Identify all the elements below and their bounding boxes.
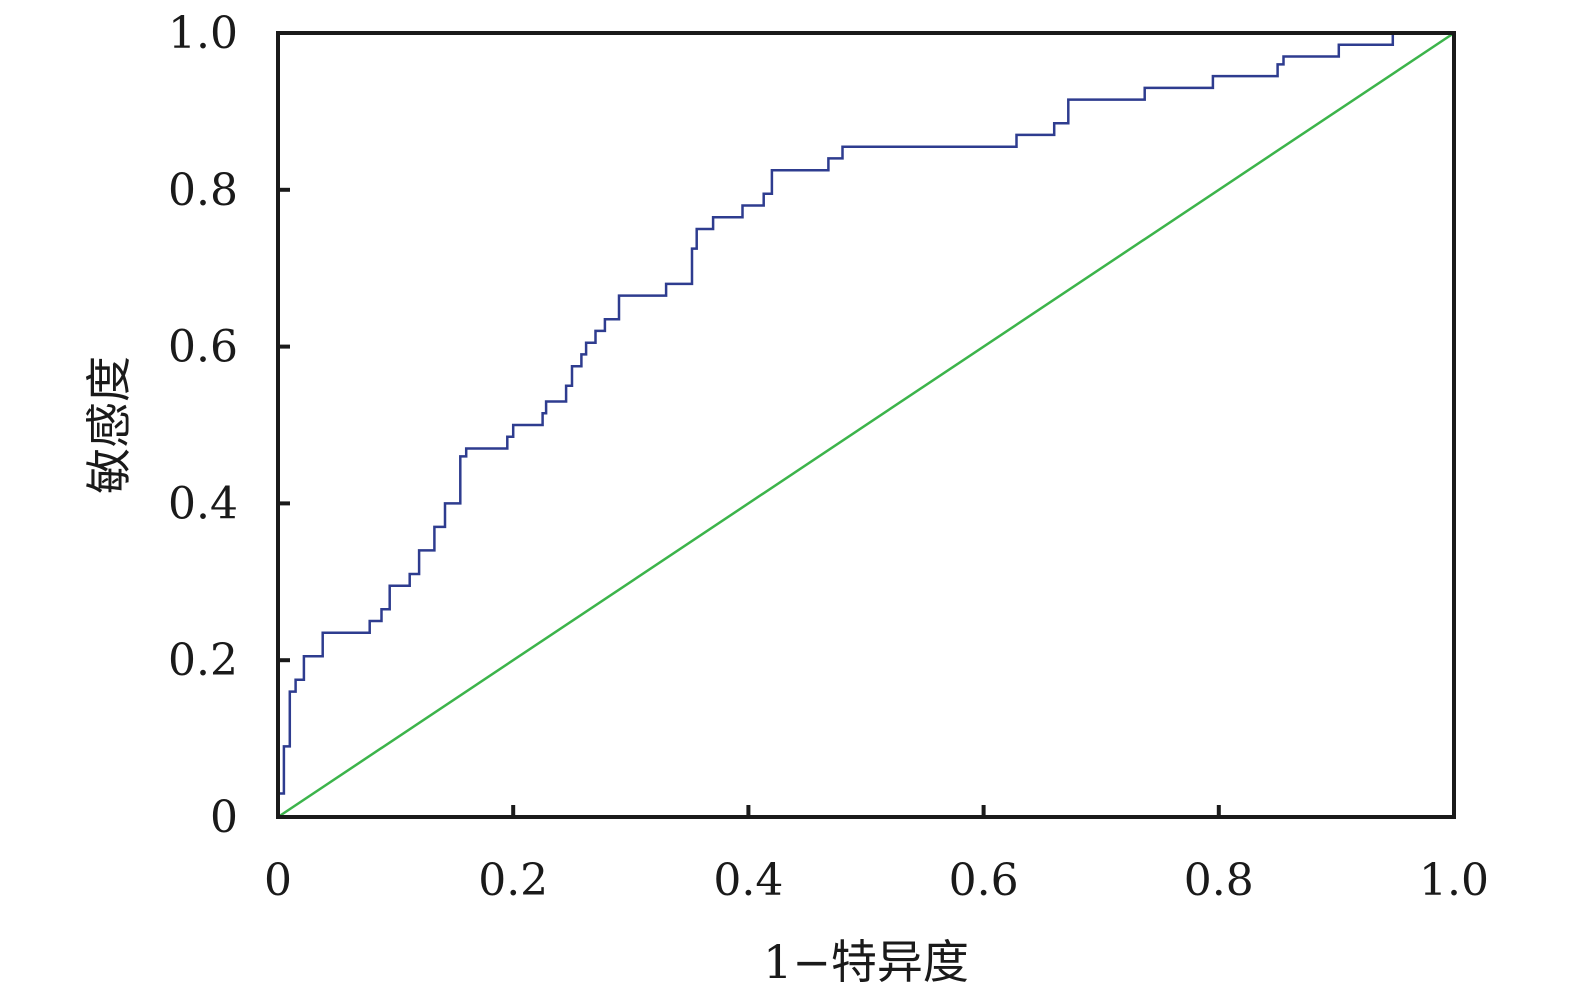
x-tick-label: 0.4 <box>713 855 783 906</box>
y-tick-label: 0 <box>210 792 238 843</box>
x-tick-label: 0.6 <box>949 855 1019 906</box>
y-tick-label: 0.6 <box>168 322 238 373</box>
x-axis-title: 1−特异度 <box>763 935 969 989</box>
y-tick-label: 0.2 <box>168 635 238 686</box>
y-axis-title: 敏感度 <box>82 356 136 494</box>
y-tick-label: 0.4 <box>168 478 238 529</box>
x-tick-label: 0.8 <box>1184 855 1254 906</box>
ticks-layer: 0 0.2 0.4 0.6 0.8 1.0 0 0.2 0.4 0.6 0.8 1.0 <box>168 8 1489 906</box>
x-tick-label: 0 <box>264 855 292 906</box>
x-tick-label: 0.2 <box>478 855 548 906</box>
plot-frame <box>276 31 1456 819</box>
x-tick-label: 1.0 <box>1419 855 1489 906</box>
series-layer <box>276 31 1455 819</box>
y-tick-label: 0.8 <box>168 165 238 216</box>
y-tick-label: 1.0 <box>168 8 238 59</box>
roc-curve-line <box>276 31 1454 817</box>
reference-diagonal-line <box>277 31 1455 819</box>
